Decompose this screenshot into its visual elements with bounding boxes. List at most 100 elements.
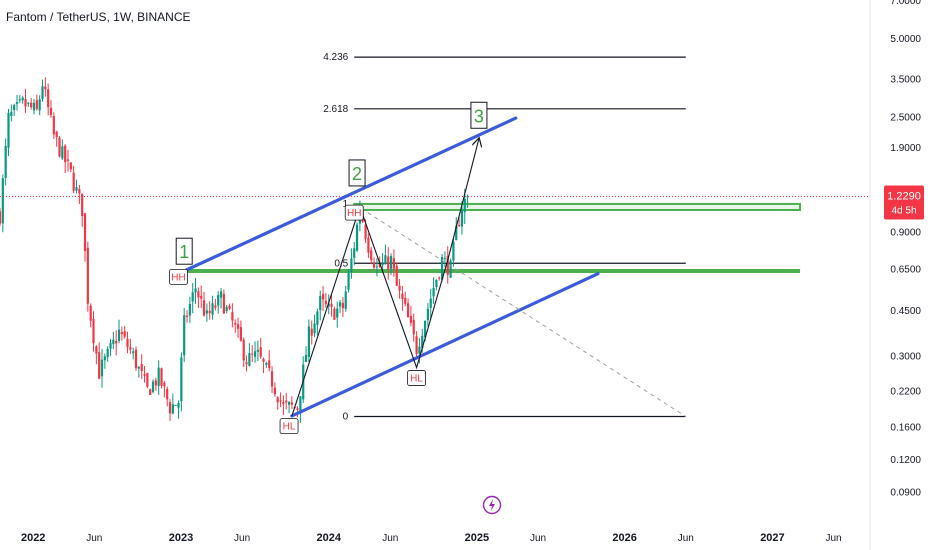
candle-body [188, 303, 191, 316]
candle-body [236, 324, 240, 329]
candle-body [13, 105, 16, 110]
candle-body [231, 312, 234, 321]
candle-body [426, 308, 430, 321]
candle-body [435, 279, 438, 288]
candle-body [395, 265, 398, 286]
candle-body [30, 102, 33, 108]
candle-body [7, 112, 10, 148]
candle-body [117, 329, 121, 341]
fib-level-label: 2.618 [323, 104, 348, 115]
candle-body [157, 367, 160, 386]
candle-body [423, 321, 427, 338]
candle-body [89, 305, 92, 321]
candle-body [183, 315, 186, 356]
time-tick-label: Jun [678, 533, 694, 544]
candle-body [452, 241, 455, 261]
candle-body [137, 366, 140, 369]
time-tick-label: Jun [234, 533, 250, 544]
candle-body [341, 303, 344, 309]
time-tick-label: 2023 [169, 532, 193, 544]
pivot-label-box [344, 204, 364, 221]
candle-body [412, 319, 415, 335]
candle-body [194, 288, 197, 293]
time-tick-label: 2026 [612, 532, 636, 544]
candle-body [409, 316, 413, 323]
candle-body [134, 349, 138, 369]
candle-body [455, 225, 458, 241]
candle-body [355, 224, 359, 251]
candle-body [208, 310, 211, 314]
price-tick-label: 0.0900 [890, 488, 921, 499]
candle-body [168, 402, 172, 414]
candle-body [98, 352, 101, 379]
candle-body [83, 213, 87, 252]
candle-body [123, 331, 126, 337]
candle-body [205, 310, 208, 314]
pivot-label-box [279, 418, 299, 435]
candle-body [24, 98, 27, 107]
candle-body [398, 285, 401, 291]
candle-body [381, 262, 384, 266]
candle-body [64, 145, 67, 163]
annotations: 1 2 3 HH HH HL HL [169, 101, 488, 435]
candle-body [327, 303, 330, 307]
candle-body [279, 400, 282, 402]
candle-body [27, 102, 30, 104]
candle-body [185, 315, 189, 317]
candle-body [304, 354, 308, 362]
candle-body [321, 294, 325, 300]
pivot-label: HL [410, 374, 423, 385]
candle-body [245, 362, 248, 365]
time-tick-label: 2027 [760, 532, 784, 544]
candle-body [180, 357, 183, 402]
candle-body [253, 351, 257, 357]
candle-body [378, 263, 381, 267]
candle-body [219, 291, 223, 298]
candle-body [429, 298, 432, 308]
candle-body [384, 255, 387, 265]
candle-body [1, 178, 4, 224]
candle-body [285, 400, 288, 403]
channel-lower-line [290, 272, 600, 418]
candle-body [61, 146, 64, 159]
candle-body [106, 348, 109, 358]
candle-body [457, 224, 461, 226]
candle-body [35, 100, 38, 109]
candle-body [15, 102, 19, 104]
lightning-icon[interactable] [482, 495, 502, 515]
fib-level-label: 4.236 [323, 52, 348, 63]
candle-body [149, 389, 152, 395]
candle-body [160, 368, 163, 386]
candle-body [446, 256, 449, 275]
candle-body [41, 86, 44, 100]
candle-body [92, 318, 95, 344]
candle-body [143, 374, 146, 376]
candle-body [370, 250, 373, 261]
candle-body [256, 349, 259, 352]
time-tick-label: 2022 [21, 532, 45, 544]
candle-body [126, 338, 129, 348]
support-zones [184, 202, 801, 274]
pivot-label: HH [171, 272, 185, 283]
time-tick-label: Jun [826, 533, 842, 544]
candle-body [129, 347, 132, 350]
candle-body [248, 353, 251, 366]
candle-body [69, 162, 72, 170]
candle-body [132, 351, 135, 354]
candle-body [103, 356, 106, 361]
pivot-label-box [169, 269, 188, 285]
candle-body [401, 293, 404, 300]
candle-body [81, 193, 84, 217]
candle-body [200, 295, 203, 299]
price-tick-label: 0.1600 [890, 423, 921, 434]
candle-body [268, 360, 271, 369]
candle-body [466, 196, 469, 198]
current-price-tag [884, 185, 924, 220]
candle-body [177, 403, 180, 408]
bar-countdown: 4d 5h [891, 205, 916, 216]
swing-path-line [291, 139, 479, 417]
candle-body [333, 308, 336, 320]
candle-body [222, 293, 225, 314]
candle-body [214, 305, 217, 308]
